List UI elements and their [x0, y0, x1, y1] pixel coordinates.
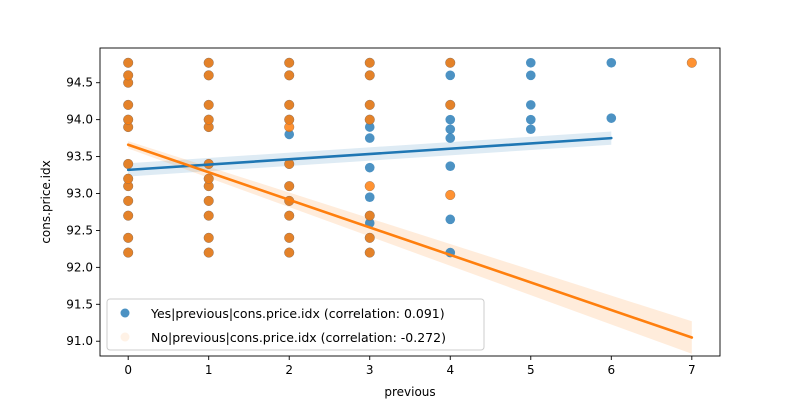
regression-lines — [126, 136, 694, 339]
data-point-no — [203, 173, 214, 184]
data-point-no — [364, 181, 375, 192]
data-point-no — [364, 232, 375, 243]
data-point-no — [123, 232, 134, 243]
data-point-no — [203, 57, 214, 68]
data-point-no — [364, 57, 375, 68]
data-point-no — [123, 99, 134, 110]
data-point-no — [445, 189, 456, 200]
y-tick-label: 91.5 — [66, 297, 93, 311]
data-point-yes — [445, 70, 456, 81]
y-tick-label: 93.5 — [66, 150, 93, 164]
x-tick-label: 1 — [205, 363, 213, 377]
y-tick-label: 92.5 — [66, 223, 93, 237]
data-point-no — [364, 99, 375, 110]
data-point-no — [364, 70, 375, 81]
data-point-no — [445, 57, 456, 68]
data-point-no — [364, 114, 375, 125]
data-point-no — [203, 247, 214, 258]
y-tick-label: 92.0 — [66, 260, 93, 274]
x-tick-label: 3 — [366, 363, 374, 377]
data-point-yes — [364, 133, 375, 143]
data-point-no — [123, 247, 134, 258]
data-point-yes — [445, 214, 456, 225]
data-point-yes — [606, 113, 617, 123]
scatter-points — [123, 57, 697, 258]
data-point-no — [123, 57, 134, 68]
data-point-yes — [445, 124, 456, 135]
data-point-no — [203, 232, 214, 243]
data-point-no — [364, 247, 375, 258]
legend-marker-yes — [120, 308, 130, 318]
legend: Yes|previous|cons.price.idx (correlation… — [106, 298, 485, 351]
data-point-no — [203, 195, 214, 206]
x-axis-label: previous — [384, 385, 435, 399]
regression-line-yes — [126, 136, 613, 172]
data-point-no — [123, 210, 134, 221]
y-tick-label: 94.0 — [66, 113, 93, 127]
data-point-no — [284, 114, 295, 125]
legend-box — [106, 298, 485, 351]
data-point-no — [284, 57, 295, 68]
data-point-yes — [364, 122, 375, 132]
legend-marker-no — [120, 332, 130, 342]
data-point-yes — [525, 57, 536, 68]
x-tick-label: 7 — [688, 363, 696, 377]
data-point-no — [123, 195, 134, 206]
x-tick-label: 0 — [124, 363, 132, 377]
data-point-yes — [525, 70, 536, 81]
data-point-no — [123, 114, 134, 125]
data-point-yes — [525, 114, 536, 125]
y-axis-label: cons.price.idx — [39, 160, 53, 243]
data-point-yes — [364, 192, 375, 202]
data-point-no — [203, 210, 214, 221]
y-tick-label: 93.0 — [66, 187, 93, 201]
legend-label-yes: Yes|previous|cons.price.idx (correlation… — [150, 306, 445, 321]
data-point-yes — [445, 161, 456, 171]
regression-line-no — [126, 143, 694, 339]
x-axis-ticks: 0 1 2 3 4 5 6 7 — [124, 356, 696, 377]
data-point-no — [284, 232, 295, 243]
data-point-no — [123, 173, 134, 184]
plot-frame — [99, 47, 721, 357]
data-point-no — [284, 247, 295, 258]
data-point-yes — [445, 133, 456, 143]
data-point-yes — [364, 162, 375, 173]
y-tick-label: 91.0 — [66, 334, 93, 348]
data-point-no — [284, 210, 295, 221]
data-point-no — [203, 99, 214, 110]
data-point-no — [123, 70, 134, 81]
data-point-no — [123, 158, 134, 169]
data-point-yes — [606, 57, 617, 68]
data-point-no — [203, 114, 214, 125]
x-tick-label: 4 — [446, 363, 454, 377]
data-point-no — [364, 210, 375, 221]
data-point-no — [284, 70, 295, 81]
data-point-yes — [525, 124, 536, 135]
data-point-no — [284, 181, 295, 192]
data-point-no — [445, 99, 456, 110]
y-axis-ticks: 91.0 91.5 92.0 92.5 93.0 93.5 94.0 94.5 — [66, 76, 100, 348]
x-tick-label: 6 — [607, 363, 615, 377]
data-point-no — [284, 99, 295, 110]
y-tick-label: 94.5 — [66, 76, 93, 90]
data-point-yes — [445, 114, 456, 125]
legend-label-no: No|previous|cons.price.idx (correlation:… — [151, 330, 446, 345]
data-point-yes — [525, 100, 536, 110]
data-point-no — [686, 57, 697, 68]
data-point-yes — [284, 129, 295, 140]
x-tick-label: 2 — [285, 363, 293, 377]
x-tick-label: 5 — [527, 363, 535, 377]
data-point-no — [203, 70, 214, 81]
